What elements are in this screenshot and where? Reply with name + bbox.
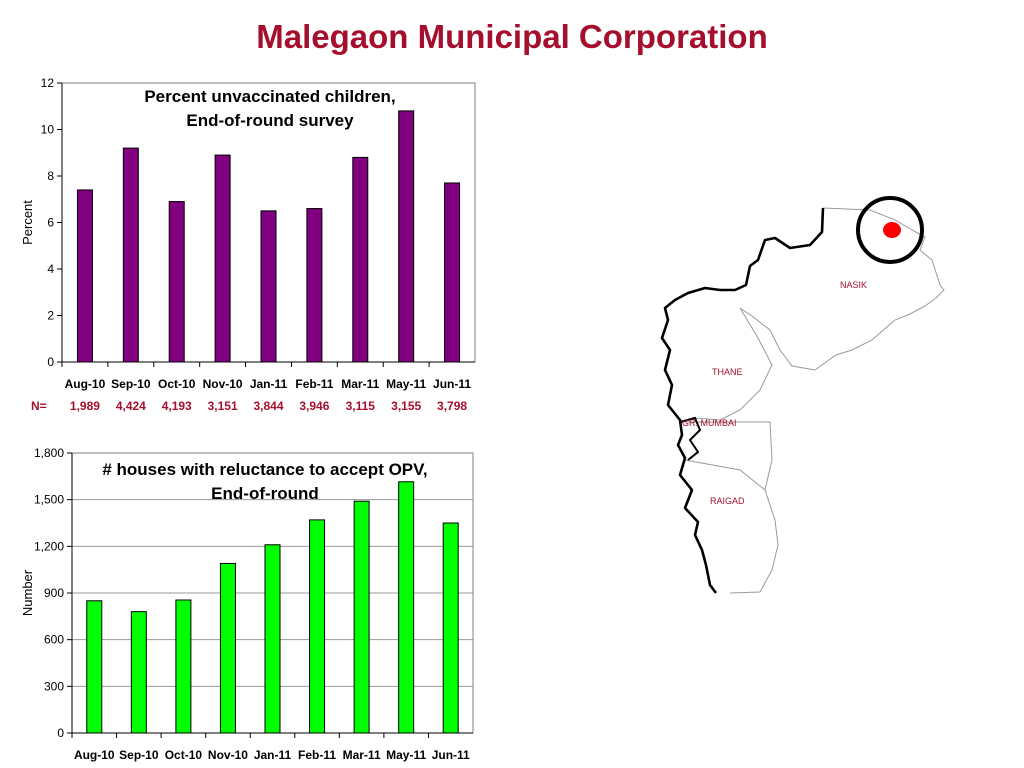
chart2-bar	[309, 519, 326, 734]
chart1-ytick-label: 10	[41, 123, 55, 137]
chart1-ytick-label: 8	[47, 169, 54, 183]
chart1-xtick-label: May-11	[386, 377, 426, 391]
chart2-bar	[398, 481, 415, 734]
chart2-bar	[353, 500, 370, 734]
chart1-bar	[444, 182, 461, 363]
chart2-ytick-label: 900	[44, 586, 64, 600]
unvaccinated-chart: 0 2 4 6 8 10 12 Aug-10 Sep-10 Oct-10 Nov-10 Jan-11…	[20, 76, 476, 413]
chart1-xtick-label: Jan-11	[250, 377, 288, 391]
chart1-n-label: N=	[31, 399, 47, 413]
chart2-xtick-label: Oct-10	[165, 748, 203, 762]
chart2-xtick-label: May-11	[386, 748, 426, 762]
mumbai-coast	[679, 416, 702, 461]
chart1-bar	[306, 208, 323, 363]
chart2-yticks: 0 300 600 900 1,200 1,500 1,800	[34, 446, 73, 740]
chart1-n-value: 4,424	[116, 399, 146, 413]
chart1-ytick-label: 12	[41, 76, 55, 90]
chart2-ytick-label: 1,200	[34, 539, 64, 553]
chart2-ytick-label: 600	[44, 633, 64, 647]
chart2-xticks: Aug-10 Sep-10 Oct-10 Nov-10 Jan-11 Feb-11 Mar-…	[71, 732, 473, 762]
district-map: NASIK THANE GR. MUMBAI RAIGAD	[660, 196, 945, 594]
chart1-bar	[122, 147, 139, 363]
highlight-circle	[856, 196, 924, 264]
chart2-xtick-label: Sep-10	[119, 748, 159, 762]
chart2-bar	[130, 611, 147, 734]
map-label-nasik: NASIK	[840, 280, 867, 290]
chart1-xtick-label: Mar-11	[341, 377, 379, 391]
chart1-xtick-label: Aug-10	[65, 377, 106, 391]
chart1-ytick-label: 4	[47, 262, 54, 276]
chart2-xtick-label: Nov-10	[208, 748, 248, 762]
reluctance-chart: 0 300 600 900 1,200 1,500 1,800 Aug-10 Sep-10 Oc…	[20, 446, 474, 762]
chart2-bar	[264, 544, 281, 734]
chart1-n-value: 3,115	[346, 399, 376, 413]
chart2-ytick-label: 0	[57, 726, 64, 740]
chart1-ylabel: Percent	[20, 200, 35, 245]
chart1-bar	[398, 110, 415, 363]
chart1-xtick-label: Feb-11	[295, 377, 333, 391]
map-label-mumbai: GR. MUMBAI	[682, 418, 737, 428]
state-coastline	[660, 207, 825, 594]
chart1-xtick-label: Nov-10	[203, 377, 243, 391]
chart2-bar	[442, 522, 459, 734]
chart1-sample-sizes: N= 1,989 4,424 4,193 3,151 3,844 3,946 3,115 3,1…	[31, 399, 467, 413]
chart1-bar	[168, 201, 185, 363]
chart1-bar	[260, 210, 277, 363]
chart1-n-value: 4,193	[162, 399, 192, 413]
chart2-ytick-label: 1,500	[34, 493, 64, 507]
chart1-xticks: Aug-10 Sep-10 Oct-10 Nov-10 Jan-11 Feb-11 Mar-…	[61, 361, 475, 391]
chart1-ytick-label: 6	[47, 216, 54, 230]
chart1-bar	[214, 154, 231, 363]
slide-title: Malegaon Municipal Corporation	[256, 18, 768, 55]
chart2-title-line2: End-of-round	[211, 484, 319, 503]
chart1-xtick-label: Sep-10	[111, 377, 151, 391]
chart2-xtick-label: Feb-11	[298, 748, 336, 762]
chart2-xtick-label: Mar-11	[343, 748, 381, 762]
chart2-bar	[219, 562, 236, 734]
chart1-n-value: 3,844	[253, 399, 283, 413]
chart2-ytick-label: 300	[44, 679, 64, 693]
chart1-ytick-label: 0	[47, 355, 54, 369]
chart2-ytick-label: 1,800	[34, 446, 64, 460]
chart2-bar	[86, 600, 103, 734]
district-boundaries	[679, 207, 945, 594]
chart2-title-line1: # houses with reluctance to accept OPV,	[102, 460, 427, 479]
chart1-n-value: 3,155	[391, 399, 421, 413]
chart1-bar	[76, 189, 93, 363]
chart1-n-value: 1,989	[70, 399, 100, 413]
chart2-bar	[175, 599, 192, 734]
chart1-ytick-label: 2	[47, 309, 54, 323]
chart1-title-line2: End-of-round survey	[186, 111, 354, 130]
chart2-xtick-label: Jun-11	[432, 748, 470, 762]
chart2-bars	[86, 481, 459, 734]
chart1-n-value: 3,946	[299, 399, 329, 413]
chart1-bars	[76, 110, 461, 363]
chart1-xtick-label: Jun-11	[433, 377, 471, 391]
map-label-thane: THANE	[712, 367, 743, 377]
chart2-xtick-label: Jan-11	[254, 748, 292, 762]
map-label-raigad: RAIGAD	[710, 496, 745, 506]
chart1-n-value: 3,151	[208, 399, 238, 413]
chart2-ylabel: Number	[20, 569, 35, 616]
chart1-title-line1: Percent unvaccinated children,	[144, 87, 395, 106]
chart2-xtick-label: Aug-10	[74, 748, 115, 762]
malegaon-marker	[883, 222, 901, 238]
chart1-yticks: 0 2 4 6 8 10 12	[41, 76, 63, 369]
chart1-bar	[352, 156, 369, 363]
chart1-xtick-label: Oct-10	[158, 377, 196, 391]
chart1-n-value: 3,798	[437, 399, 467, 413]
